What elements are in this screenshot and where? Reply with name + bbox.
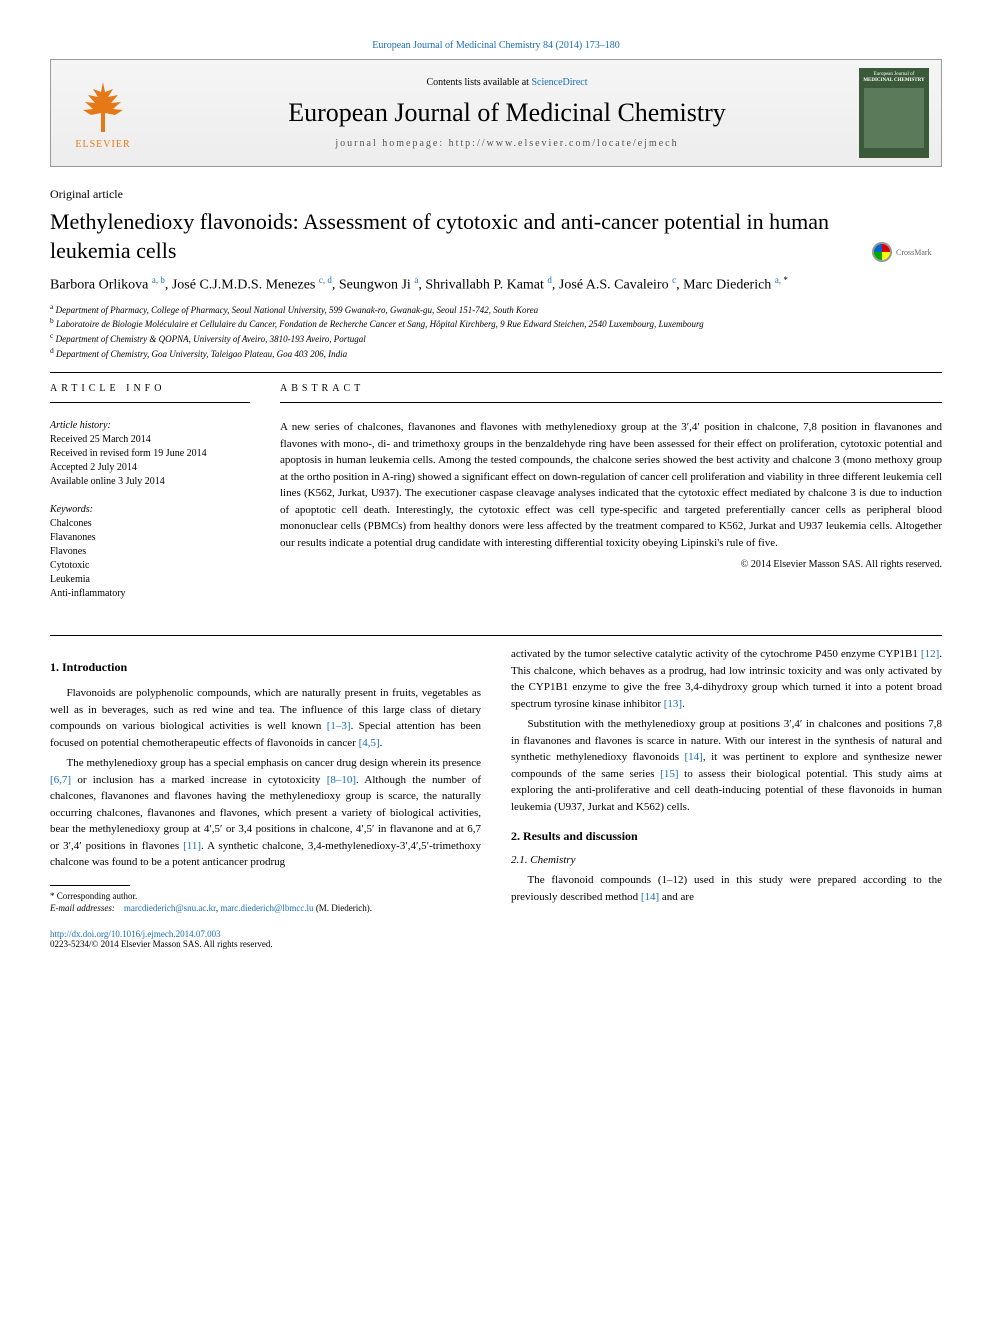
elsevier-logo: ELSEVIER	[63, 68, 143, 158]
elsevier-tree-icon	[73, 77, 133, 137]
abstract-copyright: © 2014 Elsevier Masson SAS. All rights r…	[280, 559, 942, 570]
history-line: Received 25 March 2014	[50, 433, 250, 447]
keyword-line: Chalcones	[50, 517, 250, 531]
keyword-line: Flavanones	[50, 531, 250, 545]
footnote-separator	[50, 885, 130, 886]
crossmark-label: CrossMark	[896, 248, 932, 257]
ref-4-5[interactable]: [4,5]	[359, 737, 380, 749]
affiliation-line: c Department of Chemistry & QOPNA, Unive…	[50, 331, 942, 346]
divider-abstract	[280, 402, 942, 403]
authors-line: Barbora Orlikova a, b, José C.J.M.D.S. M…	[50, 275, 942, 294]
divider-info	[50, 402, 250, 403]
section-1-heading: 1. Introduction	[50, 660, 481, 675]
cover-thumbnail	[864, 88, 924, 148]
keyword-line: Leukemia	[50, 573, 250, 587]
contents-prefix: Contents lists available at	[426, 77, 531, 88]
intro-p2: The methylenedioxy group has a special e…	[50, 755, 481, 871]
ref-11[interactable]: [11]	[183, 840, 201, 852]
divider-body	[50, 635, 942, 636]
keywords-block: Keywords: ChalconesFlavanonesFlavonesCyt…	[50, 503, 250, 601]
history-line: Received in revised form 19 June 2014	[50, 447, 250, 461]
article-type: Original article	[50, 187, 942, 202]
crossmark-icon	[872, 242, 892, 262]
body-left-column: 1. Introduction Flavonoids are polypheno…	[50, 646, 481, 949]
history-line: Accepted 2 July 2014	[50, 461, 250, 475]
article-history: Article history: Received 25 March 2014R…	[50, 419, 250, 489]
ref-14b[interactable]: [14]	[641, 891, 659, 903]
corr-label: * Corresponding author.	[50, 891, 137, 901]
keyword-line: Cytotoxic	[50, 559, 250, 573]
journal-header: ELSEVIER Contents lists available at Sci…	[50, 59, 942, 167]
keyword-line: Flavones	[50, 545, 250, 559]
email-2[interactable]: marc.diederich@lbmcc.lu	[220, 903, 313, 913]
right-p2: Substitution with the methylenedioxy gro…	[511, 716, 942, 815]
keywords-label: Keywords:	[50, 503, 250, 517]
corresponding-author: * Corresponding author. E-mail addresses…	[50, 890, 481, 915]
divider-top	[50, 372, 942, 373]
intro-p1: Flavonoids are polyphenolic compounds, w…	[50, 685, 481, 751]
affiliation-line: a Department of Pharmacy, College of Pha…	[50, 302, 942, 317]
affiliation-line: b Laboratoire de Biologie Moléculaire et…	[50, 316, 942, 331]
top-citation-link[interactable]: European Journal of Medicinal Chemistry …	[372, 40, 619, 51]
keyword-line: Anti-inflammatory	[50, 587, 250, 601]
email-1[interactable]: marcdiederich@snu.ac.kr	[124, 903, 216, 913]
section-2-1-heading: 2.1. Chemistry	[511, 854, 942, 866]
abstract-text: A new series of chalcones, flavanones an…	[280, 419, 942, 551]
body-right-column: activated by the tumor selective catalyt…	[511, 646, 942, 949]
article-info-heading: ARTICLE INFO	[50, 383, 250, 394]
ref-8-10[interactable]: [8–10]	[327, 774, 356, 786]
crossmark-badge[interactable]: CrossMark	[872, 240, 942, 264]
ref-15[interactable]: [15]	[660, 768, 678, 780]
sciencedirect-link[interactable]: ScienceDirect	[531, 77, 587, 88]
doi-block: http://dx.doi.org/10.1016/j.ejmech.2014.…	[50, 929, 481, 949]
ref-12[interactable]: [12]	[921, 648, 939, 660]
section-2-heading: 2. Results and discussion	[511, 829, 942, 844]
right-p1: activated by the tumor selective catalyt…	[511, 646, 942, 712]
history-line: Available online 3 July 2014	[50, 475, 250, 489]
journal-homepage: journal homepage: http://www.elsevier.co…	[155, 138, 859, 149]
abstract-heading: ABSTRACT	[280, 383, 942, 394]
cover-mid-text: MEDICINAL CHEMISTRY	[863, 78, 924, 84]
history-label: Article history:	[50, 419, 250, 433]
issn-line: 0223-5234/© 2014 Elsevier Masson SAS. Al…	[50, 939, 273, 949]
journal-cover: European Journal of MEDICINAL CHEMISTRY	[859, 68, 929, 158]
email-label: E-mail addresses:	[50, 903, 115, 913]
ref-1-3[interactable]: [1–3]	[327, 720, 351, 732]
affiliations: a Department of Pharmacy, College of Pha…	[50, 302, 942, 360]
article-title: Methylenedioxy flavonoids: Assessment of…	[50, 208, 942, 265]
contents-line: Contents lists available at ScienceDirec…	[155, 77, 859, 88]
ref-14[interactable]: [14]	[685, 751, 703, 763]
right-p3: The flavonoid compounds (1–12) used in t…	[511, 872, 942, 905]
journal-title: European Journal of Medicinal Chemistry	[155, 98, 859, 128]
doi-link[interactable]: http://dx.doi.org/10.1016/j.ejmech.2014.…	[50, 929, 221, 939]
top-citation: European Journal of Medicinal Chemistry …	[50, 40, 942, 51]
ref-13[interactable]: [13]	[664, 698, 682, 710]
elsevier-label: ELSEVIER	[75, 139, 130, 150]
ref-6-7[interactable]: [6,7]	[50, 774, 71, 786]
affiliation-line: d Department of Chemistry, Goa Universit…	[50, 346, 942, 361]
